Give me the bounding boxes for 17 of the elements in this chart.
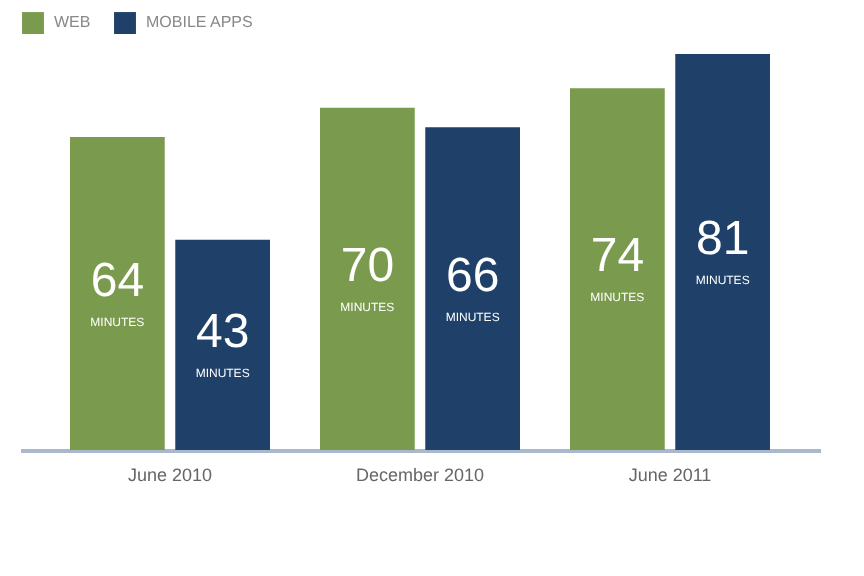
data-label: 70 bbox=[340, 238, 395, 293]
bar bbox=[570, 88, 665, 450]
bar bbox=[70, 137, 165, 450]
data-label: 43 bbox=[195, 304, 250, 359]
data-label: 81 bbox=[695, 212, 750, 266]
bar bbox=[175, 239, 270, 450]
data-label: 64 bbox=[90, 253, 145, 308]
bar bbox=[675, 54, 770, 450]
bar bbox=[320, 107, 415, 450]
x-tick-label: June 2011 bbox=[628, 465, 712, 485]
legend-label: WEB bbox=[54, 13, 91, 32]
bar bbox=[425, 127, 520, 450]
data-label: 74 bbox=[590, 229, 645, 284]
x-tick-label: June 2010 bbox=[127, 465, 213, 485]
data-label: 66 bbox=[445, 248, 500, 303]
x-tick-label: December 2010 bbox=[355, 465, 485, 485]
legend-label: MOBILE APPS bbox=[146, 13, 253, 32]
